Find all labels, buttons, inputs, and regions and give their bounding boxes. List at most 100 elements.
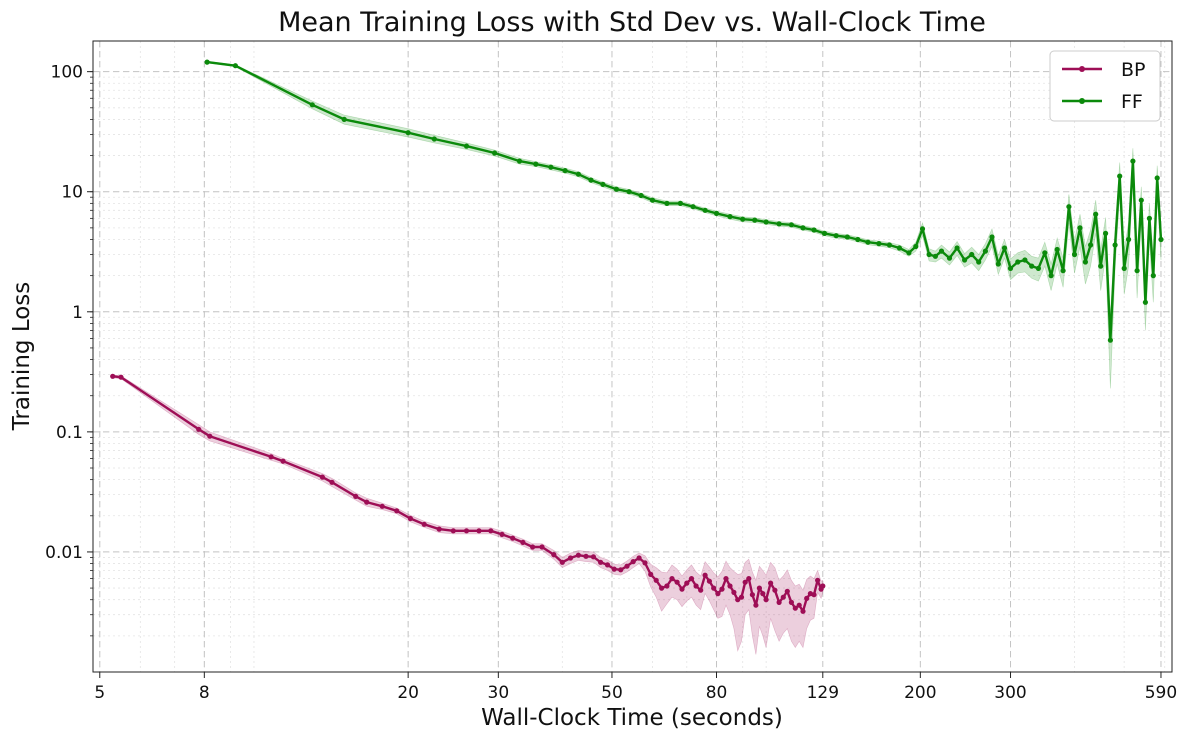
bp-data-point [792, 605, 798, 611]
bp-data-point [753, 602, 759, 608]
bp-data-point [110, 373, 116, 379]
bp-data-point [559, 559, 565, 565]
y-tick-label: 10 [61, 183, 83, 203]
legend-label-bp: BP [1121, 59, 1146, 81]
ff-data-point [913, 243, 919, 250]
ff-data-point [713, 210, 720, 216]
ff-data-point [876, 241, 882, 247]
ff-data-point [1082, 259, 1088, 265]
ff-data-point [926, 251, 932, 258]
ff-data-point [1117, 173, 1123, 179]
ff-data-point [1121, 265, 1127, 271]
bp-data-point [630, 559, 636, 565]
ff-data-point [976, 259, 982, 265]
ff-data-point [896, 245, 903, 251]
ff-data-point [1035, 265, 1041, 271]
legend-marker-ff [1079, 98, 1085, 104]
bp-data-point [583, 553, 589, 559]
ff-data-point [740, 216, 746, 222]
ff-data-point [575, 171, 582, 177]
bp-data-point [684, 580, 690, 586]
bp-data-point [624, 563, 630, 569]
ff-data-point [690, 204, 696, 210]
ff-data-point [1071, 251, 1078, 258]
bp-data-point [738, 594, 745, 600]
plot-frame [92, 40, 1173, 673]
x-tick-label: 8 [199, 683, 210, 703]
ff-data-point [821, 230, 828, 236]
ff-data-point [1093, 211, 1099, 217]
bp-data-point [702, 572, 708, 578]
ff-data-point [1022, 257, 1028, 263]
bp-data-point [530, 544, 536, 550]
ff-data-point [1154, 175, 1160, 181]
ff-data-point [649, 197, 656, 203]
bp-data-point [604, 562, 611, 568]
ff-data-point [516, 158, 523, 164]
ff-data-point [492, 150, 498, 156]
bp-data-point [763, 597, 769, 603]
ff-data-point [906, 250, 912, 256]
ff-data-point [1088, 242, 1094, 248]
ff-data-point [600, 181, 606, 187]
bp-data-point [735, 597, 741, 603]
bp-data-point [796, 602, 802, 608]
ff-data-point [1126, 236, 1132, 243]
series-lines [112, 60, 1163, 613]
bp-data-point [611, 566, 617, 572]
bp-data-point [804, 595, 810, 602]
ff-data-point [405, 130, 411, 136]
ff-data-point [1103, 230, 1109, 236]
ff-data-point [800, 225, 806, 231]
bp-data-point [421, 521, 427, 527]
ff-data-point [533, 161, 539, 167]
bp-data-point [539, 544, 545, 550]
bp-data-point [727, 583, 733, 589]
ff-data-point [1150, 273, 1156, 279]
bp-data-point [642, 560, 648, 566]
ff-data-point [969, 251, 975, 258]
bp-data-point [788, 599, 795, 606]
ff-data-point [1138, 197, 1144, 203]
ff-data-point [982, 248, 989, 254]
bp-data-point [118, 374, 124, 380]
ff-data-point [204, 59, 210, 65]
bp-data-point [653, 577, 659, 583]
ff-data-point [938, 248, 945, 254]
chart-title: Mean Training Loss with Std Dev vs. Wall… [278, 7, 986, 38]
ff-std-band [206, 60, 1162, 389]
bp-data-point [364, 499, 370, 505]
bp-data-point [746, 576, 752, 582]
ff-data-point [664, 200, 670, 206]
bp-data-point [731, 589, 737, 596]
ff-data-point [1134, 268, 1140, 274]
ff-data-point [1007, 265, 1014, 271]
x-tick-label: 50 [601, 683, 623, 703]
ff-data-point [886, 242, 893, 248]
bp-data-point [711, 585, 717, 591]
ff-data-point [1042, 250, 1048, 256]
minor-grid [90, 41, 1172, 672]
x-tick-label: 300 [994, 683, 1026, 703]
ff-data-point [1130, 158, 1136, 164]
ff-data-point [1098, 263, 1104, 269]
bp-data-point [488, 528, 494, 534]
legend: BP FF [1049, 50, 1161, 122]
bp-data-point [280, 458, 286, 464]
bp-data-point [772, 587, 778, 593]
ff-data-point [788, 222, 795, 228]
legend-marker-bp [1079, 66, 1085, 72]
bp-data-point [636, 555, 642, 561]
ff-data-point [855, 236, 861, 243]
y-tick-label: 1 [72, 303, 83, 323]
bp-data-point [723, 576, 729, 582]
ff-data-point [865, 239, 871, 245]
bp-data-point [760, 591, 766, 597]
ff-data-point [954, 245, 960, 251]
bp-data-point [268, 454, 274, 460]
ff-data-point [1107, 337, 1113, 343]
y-tick-label: 0.01 [45, 543, 83, 563]
ff-data-point [588, 177, 594, 183]
ff-data-point [613, 186, 620, 192]
ff-data-point [702, 207, 708, 213]
